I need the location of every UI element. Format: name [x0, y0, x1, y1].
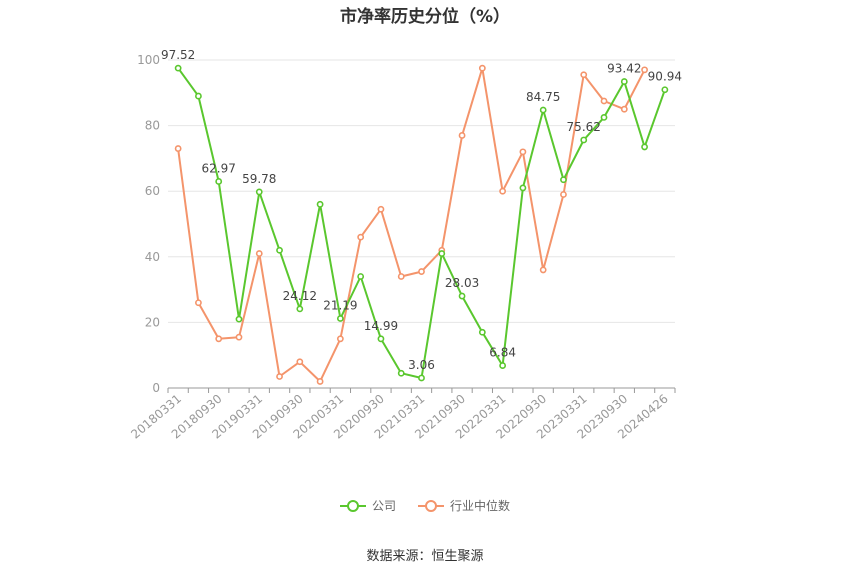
- legend: 公司 行业中位数: [0, 497, 850, 514]
- grid-lines: [168, 59, 675, 323]
- data-point: [641, 66, 648, 74]
- data-point: [600, 114, 608, 121]
- data-label: 75.62: [567, 120, 601, 134]
- data-point: [377, 205, 385, 213]
- data-point: [296, 358, 304, 366]
- data-point: [215, 335, 223, 343]
- legend-label-industry: 行业中位数: [450, 499, 511, 513]
- data-point: [620, 78, 628, 85]
- data-label: 3.06: [408, 358, 435, 372]
- data-point: [560, 191, 567, 198]
- series-industry: [174, 64, 648, 385]
- data-point: [276, 373, 283, 380]
- data-point: [438, 250, 446, 257]
- y-tick-label: 20: [145, 315, 160, 329]
- chart-title: 市净率历史分位（%）: [339, 7, 511, 27]
- data-point: [641, 143, 648, 151]
- data-label: 24.12: [283, 289, 317, 303]
- data-point: [215, 178, 223, 185]
- y-tick-label: 40: [145, 250, 160, 264]
- data-point: [235, 333, 243, 341]
- data-point: [195, 92, 202, 100]
- legend-label-company: 公司: [371, 499, 396, 513]
- data-point: [418, 374, 425, 382]
- y-tick-label: 100: [137, 53, 160, 67]
- source-note: 数据来源：恒生聚源: [366, 549, 484, 564]
- data-label: 97.52: [161, 48, 195, 62]
- data-point: [276, 246, 283, 254]
- data-point: [560, 176, 567, 184]
- data-point: [580, 71, 588, 79]
- data-label: 14.99: [364, 319, 398, 333]
- series-line: [177, 67, 666, 379]
- data-point: [478, 64, 486, 72]
- data-point: [620, 105, 628, 113]
- data-point: [397, 369, 405, 377]
- data-label: 62.97: [202, 161, 236, 175]
- data-point: [357, 273, 365, 280]
- data-point: [357, 233, 365, 241]
- data-point: [499, 187, 507, 195]
- data-labels: 97.52 62.97 59.78 24.12 21.19 14.99 3.06 28.03 6…: [161, 48, 682, 372]
- data-point: [316, 200, 324, 208]
- data-point: [539, 106, 547, 114]
- data-label: 21.19: [323, 298, 357, 312]
- data-point: [397, 273, 405, 280]
- data-point: [235, 315, 243, 323]
- data-point: [296, 305, 304, 313]
- data-point: [255, 250, 263, 257]
- data-point: [539, 266, 547, 274]
- y-tick-label: 0: [152, 381, 160, 395]
- y-tick-label: 60: [145, 184, 160, 198]
- series-line: [177, 67, 646, 383]
- data-point: [519, 184, 527, 192]
- data-point: [336, 335, 344, 343]
- series-company: [174, 64, 669, 382]
- series-layer: [174, 64, 669, 385]
- data-point: [336, 315, 344, 322]
- data-label: 28.03: [445, 276, 479, 290]
- data-point: [580, 136, 588, 144]
- data-point: [174, 145, 182, 152]
- data-label: 59.78: [242, 172, 276, 186]
- data-label: 93.42: [607, 62, 641, 76]
- data-point: [458, 132, 466, 139]
- data-point: [418, 268, 425, 275]
- y-tick-label: 80: [145, 119, 160, 133]
- data-point: [661, 86, 669, 94]
- data-label: 90.94: [648, 70, 682, 84]
- legend-swatch-industry: [418, 499, 444, 512]
- data-label: 84.75: [526, 90, 560, 104]
- data-point: [519, 148, 527, 156]
- data-point: [174, 64, 182, 72]
- legend-item-company[interactable]: 公司: [339, 497, 396, 514]
- data-label: 6.84: [489, 346, 516, 360]
- data-point: [195, 299, 202, 307]
- legend-swatch-company: [339, 499, 366, 512]
- data-point: [255, 188, 263, 196]
- legend-item-industry[interactable]: 行业中位数: [418, 497, 510, 514]
- data-point: [377, 335, 385, 343]
- data-point: [600, 97, 608, 105]
- data-point: [478, 328, 486, 336]
- data-point: [316, 378, 324, 385]
- data-point: [499, 362, 507, 369]
- axes: 0204060801002018033120180930201903312019…: [128, 53, 676, 442]
- data-point: [458, 292, 466, 300]
